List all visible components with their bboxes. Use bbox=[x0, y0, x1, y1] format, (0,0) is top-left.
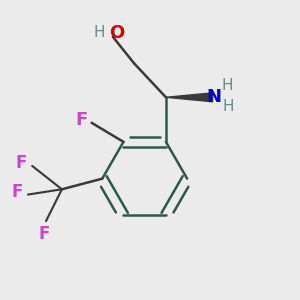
Text: F: F bbox=[16, 154, 27, 172]
Text: H: H bbox=[93, 25, 105, 40]
Polygon shape bbox=[166, 93, 213, 102]
Text: F: F bbox=[38, 225, 50, 243]
Text: H: H bbox=[222, 78, 233, 93]
Text: H: H bbox=[223, 99, 234, 114]
Text: N: N bbox=[206, 88, 221, 106]
Text: O: O bbox=[110, 24, 125, 42]
Text: F: F bbox=[12, 184, 23, 202]
Text: F: F bbox=[75, 111, 87, 129]
